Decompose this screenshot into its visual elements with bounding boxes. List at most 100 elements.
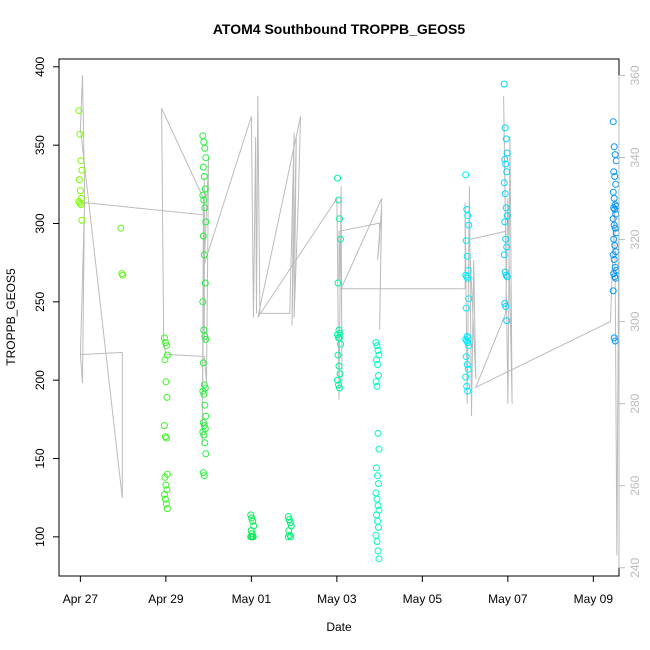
data-point — [500, 251, 508, 259]
data-point — [334, 174, 341, 182]
data-point — [202, 218, 210, 226]
data-point — [202, 154, 210, 162]
y-right-tick-label: 240 — [628, 557, 642, 577]
data-point — [463, 337, 471, 345]
y-axis-right: 240 260 280 300 320 340 360 — [618, 65, 642, 578]
data-point — [503, 212, 511, 220]
data-point — [609, 188, 617, 196]
data-point — [199, 163, 207, 171]
data-point — [503, 168, 511, 176]
data-point — [199, 132, 207, 140]
data-point — [201, 332, 209, 340]
data-point — [501, 190, 509, 198]
data-point — [160, 334, 168, 342]
data-point — [372, 339, 380, 347]
data-point — [375, 372, 382, 379]
data-point — [610, 221, 618, 229]
data-point — [374, 361, 381, 368]
data-point — [502, 235, 510, 243]
data-point — [609, 118, 617, 126]
data-point — [161, 473, 169, 481]
data-point — [335, 196, 342, 204]
data-point — [200, 422, 208, 430]
data-point — [463, 382, 471, 390]
data-point — [162, 434, 170, 442]
data-point — [374, 429, 382, 437]
data-point — [161, 433, 169, 441]
data-point — [372, 489, 380, 497]
data-point — [462, 171, 470, 179]
data-point — [373, 382, 381, 390]
data-point — [463, 252, 471, 260]
data-point — [75, 107, 83, 115]
data-point — [611, 205, 619, 213]
data-point — [334, 376, 341, 384]
data-point — [202, 335, 210, 343]
x-tick-label: May 09 — [574, 592, 614, 606]
y-left-tick-label: 150 — [33, 448, 47, 468]
data-point — [119, 271, 127, 279]
data-point — [375, 445, 383, 453]
data-point — [335, 362, 343, 370]
data-point — [77, 201, 85, 209]
data-point — [464, 339, 472, 347]
data-point — [503, 149, 511, 157]
data-point — [199, 191, 207, 199]
data-point — [201, 144, 209, 152]
data-point — [162, 500, 170, 508]
data-point — [463, 361, 471, 368]
x-axis: Apr 27 Apr 29 May 01 May 03 May 05 May 07 May … — [63, 575, 614, 606]
data-point — [501, 299, 509, 307]
data-point — [337, 340, 344, 348]
data-point — [464, 387, 472, 395]
data-point — [375, 523, 382, 531]
y-right-tick-label: 360 — [628, 65, 642, 85]
y-right-tick-label: 320 — [628, 229, 642, 249]
data-point — [374, 547, 382, 555]
data-point — [336, 215, 343, 223]
data-point — [249, 517, 257, 525]
data-point — [201, 439, 209, 447]
data-point — [374, 502, 382, 509]
data-point — [200, 138, 208, 146]
data-point — [611, 273, 619, 281]
data-point — [610, 334, 618, 342]
data-point — [162, 481, 170, 489]
data-point — [160, 422, 168, 430]
data-point — [335, 326, 343, 334]
data-point — [200, 431, 208, 439]
data-point — [78, 216, 86, 224]
data-point — [286, 531, 294, 539]
data-point — [501, 218, 509, 226]
x-tick-label: May 03 — [317, 592, 357, 606]
data-point — [77, 157, 85, 165]
y-left-tick-label: 100 — [33, 527, 47, 547]
data-point — [609, 287, 617, 295]
data-point — [161, 495, 169, 503]
data-point — [373, 342, 381, 350]
data-points — [75, 80, 620, 563]
data-point — [199, 469, 207, 477]
data-point — [503, 273, 511, 281]
data-point — [610, 256, 618, 263]
x-axis-label: Date — [326, 620, 352, 634]
data-point — [162, 378, 170, 386]
data-point — [502, 204, 510, 212]
data-point — [611, 151, 619, 159]
data-point — [199, 359, 207, 367]
data-point — [200, 381, 208, 389]
x-tick-label: May 01 — [232, 592, 272, 606]
data-point — [202, 450, 210, 458]
data-point — [199, 387, 207, 395]
data-point — [502, 135, 510, 143]
data-point — [373, 495, 381, 503]
y-left-tick-label: 400 — [33, 57, 47, 77]
x-tick-label: May 07 — [488, 592, 528, 606]
data-point — [161, 356, 169, 364]
plot-frame — [58, 58, 620, 577]
x-tick-label: Apr 27 — [63, 592, 99, 606]
data-point — [610, 143, 618, 151]
data-point — [336, 384, 343, 392]
data-point — [199, 419, 207, 426]
